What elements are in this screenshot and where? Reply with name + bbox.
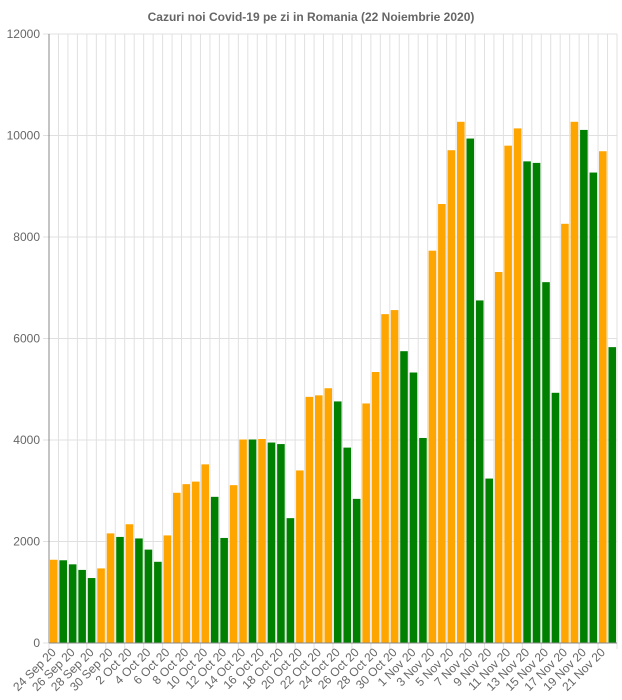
bar <box>532 162 541 643</box>
bar <box>400 351 408 643</box>
bar <box>494 272 503 643</box>
bars <box>49 121 617 644</box>
bar <box>248 439 257 643</box>
bar <box>504 145 512 643</box>
bar <box>116 536 124 643</box>
bar <box>475 300 484 643</box>
bar <box>68 564 77 643</box>
bar <box>144 549 153 643</box>
bar <box>163 535 172 643</box>
bar <box>580 129 588 644</box>
bar <box>315 395 323 643</box>
bar <box>438 204 446 643</box>
bar <box>608 347 617 643</box>
bar <box>589 172 598 644</box>
axes <box>48 34 617 644</box>
bar <box>59 560 67 643</box>
bar <box>182 484 191 643</box>
bar <box>324 388 333 643</box>
bar <box>267 442 276 643</box>
bar <box>599 151 607 644</box>
bar <box>390 310 399 643</box>
y-tick-label: 12000 <box>7 27 41 41</box>
bar <box>49 559 58 643</box>
bar <box>542 282 550 643</box>
grid <box>43 33 618 649</box>
bar <box>513 128 522 643</box>
bar <box>551 392 560 643</box>
bar <box>343 447 351 643</box>
y-tick-label: 2000 <box>13 535 40 549</box>
chart-title: Cazuri noi Covid-19 pe zi in Romania (22… <box>148 10 475 24</box>
bar <box>362 403 370 643</box>
y-tick-label: 4000 <box>13 433 40 447</box>
bar <box>125 524 134 643</box>
bar <box>371 371 380 643</box>
bar <box>466 138 475 644</box>
bar <box>135 538 143 643</box>
bar <box>447 150 456 643</box>
bar <box>428 250 437 643</box>
bar <box>277 444 285 643</box>
bar <box>154 561 162 643</box>
bar <box>258 438 266 643</box>
bar <box>296 470 304 643</box>
bar <box>333 401 342 643</box>
bar <box>381 314 389 643</box>
bar <box>419 437 427 643</box>
bar <box>78 569 86 643</box>
bar <box>523 161 531 643</box>
bar <box>561 223 569 643</box>
bar <box>106 533 115 643</box>
y-axis-ticks: 0 2000 4000 6000 8000 10000 12000 <box>7 27 41 650</box>
bar <box>457 121 465 644</box>
y-tick-label: 6000 <box>13 332 40 346</box>
bar <box>570 121 579 644</box>
bar <box>229 485 238 643</box>
bar <box>220 537 228 643</box>
bar <box>97 568 105 643</box>
bar <box>286 518 295 643</box>
bar <box>352 498 361 643</box>
bar <box>239 439 247 643</box>
bar <box>305 396 314 643</box>
bar <box>191 481 200 643</box>
bar <box>485 478 493 643</box>
bar <box>87 578 96 643</box>
y-tick-label: 8000 <box>13 230 40 244</box>
bar <box>210 496 219 643</box>
y-tick-label: 0 <box>33 636 40 650</box>
bar <box>409 372 418 643</box>
bar <box>201 464 209 643</box>
y-tick-label: 10000 <box>7 129 41 143</box>
bar <box>173 492 181 643</box>
